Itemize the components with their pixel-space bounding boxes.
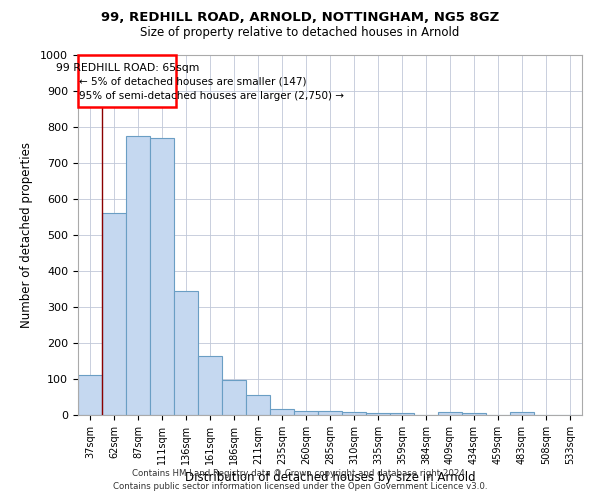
Bar xyxy=(342,412,366,415)
Bar xyxy=(318,412,342,415)
Bar xyxy=(126,136,150,415)
Text: Contains HM Land Registry data © Crown copyright and database right 2024.: Contains HM Land Registry data © Crown c… xyxy=(132,468,468,477)
Text: Size of property relative to detached houses in Arnold: Size of property relative to detached ho… xyxy=(140,26,460,39)
Text: 99 REDHILL ROAD: 65sqm: 99 REDHILL ROAD: 65sqm xyxy=(56,62,199,72)
Bar xyxy=(150,138,174,415)
Bar xyxy=(270,408,294,415)
Bar xyxy=(102,214,126,415)
Bar xyxy=(78,376,102,415)
X-axis label: Distribution of detached houses by size in Arnold: Distribution of detached houses by size … xyxy=(185,471,475,484)
Bar xyxy=(462,413,486,415)
Text: ← 5% of detached houses are smaller (147): ← 5% of detached houses are smaller (147… xyxy=(79,76,307,86)
Bar xyxy=(366,413,390,415)
Bar xyxy=(222,380,246,415)
Text: 99, REDHILL ROAD, ARNOLD, NOTTINGHAM, NG5 8GZ: 99, REDHILL ROAD, ARNOLD, NOTTINGHAM, NG… xyxy=(101,11,499,24)
Bar xyxy=(510,412,534,415)
Bar xyxy=(174,291,198,415)
Bar xyxy=(438,412,462,415)
Text: 95% of semi-detached houses are larger (2,750) →: 95% of semi-detached houses are larger (… xyxy=(79,92,344,102)
Text: Contains public sector information licensed under the Open Government Licence v3: Contains public sector information licen… xyxy=(113,482,487,491)
Bar xyxy=(198,356,222,415)
Bar xyxy=(246,395,270,415)
Y-axis label: Number of detached properties: Number of detached properties xyxy=(20,142,34,328)
FancyBboxPatch shape xyxy=(78,55,176,107)
Bar xyxy=(294,410,318,415)
Bar xyxy=(390,413,414,415)
